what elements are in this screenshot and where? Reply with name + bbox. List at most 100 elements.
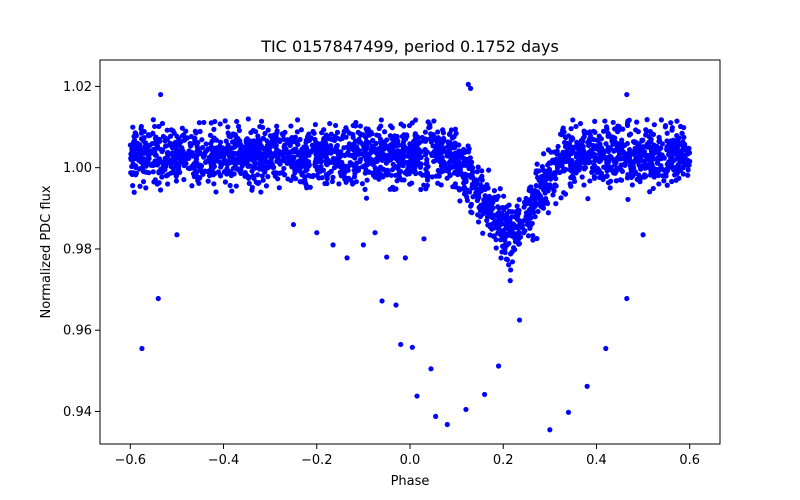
data-point bbox=[258, 189, 264, 195]
data-point bbox=[388, 172, 394, 178]
data-point bbox=[592, 118, 598, 124]
data-point bbox=[336, 149, 342, 155]
data-point bbox=[414, 148, 420, 154]
data-point bbox=[364, 128, 370, 134]
data-point bbox=[267, 153, 273, 159]
data-point bbox=[435, 180, 441, 186]
data-point bbox=[331, 165, 338, 171]
data-point bbox=[651, 122, 657, 128]
data-point bbox=[205, 178, 211, 184]
data-point bbox=[238, 170, 244, 176]
data-point bbox=[219, 160, 225, 166]
data-point bbox=[341, 129, 347, 135]
data-point bbox=[646, 134, 652, 140]
data-point bbox=[362, 186, 368, 193]
data-point bbox=[379, 166, 386, 172]
data-point bbox=[640, 144, 646, 150]
data-point bbox=[504, 233, 510, 239]
data-point bbox=[357, 123, 363, 129]
outlier-point bbox=[414, 393, 420, 399]
data-point bbox=[432, 136, 438, 142]
data-point bbox=[260, 124, 266, 131]
data-point bbox=[243, 156, 249, 162]
y-tick-label: 0.96 bbox=[63, 324, 92, 339]
data-point bbox=[373, 140, 379, 147]
data-point bbox=[502, 246, 508, 252]
data-point bbox=[186, 155, 192, 161]
data-point bbox=[165, 181, 171, 187]
data-point bbox=[568, 183, 574, 189]
data-point bbox=[587, 129, 593, 135]
data-point bbox=[468, 201, 474, 207]
data-point bbox=[281, 147, 288, 153]
data-point bbox=[353, 119, 359, 126]
data-point bbox=[263, 154, 269, 160]
data-point bbox=[189, 183, 195, 189]
data-point bbox=[221, 155, 227, 161]
data-point bbox=[422, 146, 428, 153]
x-tick-label: 0.6 bbox=[679, 453, 700, 468]
data-point bbox=[332, 122, 339, 129]
data-point bbox=[359, 181, 366, 187]
data-point bbox=[565, 145, 571, 151]
data-point bbox=[218, 164, 224, 170]
data-point bbox=[577, 120, 584, 127]
data-point bbox=[145, 161, 151, 167]
data-point bbox=[655, 157, 661, 163]
data-point bbox=[229, 188, 235, 194]
data-point bbox=[324, 162, 330, 168]
data-point bbox=[654, 166, 660, 173]
data-point bbox=[330, 155, 337, 162]
data-point bbox=[479, 168, 485, 174]
outlier-point bbox=[468, 85, 474, 92]
data-point bbox=[356, 148, 363, 154]
data-point bbox=[615, 156, 621, 162]
data-point bbox=[298, 127, 304, 133]
data-point bbox=[460, 155, 466, 161]
data-point bbox=[619, 168, 626, 174]
data-point bbox=[371, 169, 377, 175]
data-point bbox=[664, 182, 670, 188]
data-point bbox=[313, 140, 319, 146]
data-point bbox=[131, 153, 138, 159]
data-point bbox=[496, 225, 502, 231]
data-point bbox=[546, 160, 553, 166]
data-point bbox=[508, 267, 514, 273]
data-point bbox=[562, 134, 568, 140]
data-point bbox=[322, 145, 328, 151]
data-point bbox=[628, 159, 634, 165]
outlier-point bbox=[584, 383, 590, 389]
data-point bbox=[674, 118, 680, 124]
data-point bbox=[191, 161, 197, 167]
data-point bbox=[252, 160, 258, 166]
data-point bbox=[232, 143, 239, 149]
data-point bbox=[482, 193, 488, 199]
data-point bbox=[581, 182, 587, 188]
data-point bbox=[423, 136, 429, 142]
data-point bbox=[362, 133, 368, 140]
data-point bbox=[586, 140, 593, 147]
data-point bbox=[642, 157, 649, 164]
data-point bbox=[510, 245, 517, 251]
data-point bbox=[277, 149, 283, 155]
data-point bbox=[535, 208, 541, 215]
data-point bbox=[222, 179, 228, 185]
data-point bbox=[133, 131, 139, 137]
data-point bbox=[249, 184, 255, 191]
data-point bbox=[195, 162, 201, 168]
data-point bbox=[404, 133, 410, 140]
outlier-point bbox=[463, 406, 469, 413]
data-point bbox=[671, 146, 677, 153]
y-axis-label: Normalized PDC flux bbox=[39, 185, 54, 318]
data-point bbox=[540, 182, 546, 189]
data-point bbox=[156, 123, 162, 130]
data-point bbox=[478, 202, 484, 208]
data-point bbox=[423, 166, 429, 173]
outlier-point bbox=[516, 317, 523, 323]
data-point bbox=[589, 165, 596, 171]
data-point bbox=[163, 143, 169, 149]
data-point bbox=[245, 116, 251, 122]
data-point bbox=[284, 140, 290, 146]
data-point bbox=[350, 131, 356, 138]
data-point bbox=[210, 166, 216, 172]
